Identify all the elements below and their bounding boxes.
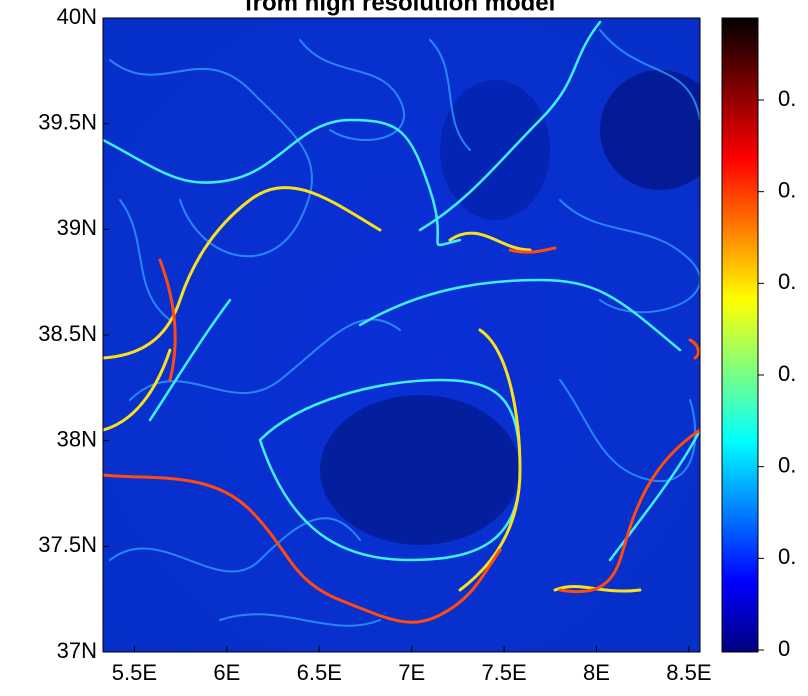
colorbar-label: 0.: [778, 177, 796, 202]
chart-title: from high resolution model: [245, 0, 556, 16]
y-tick-label: 38.5N: [38, 321, 97, 346]
filaments: [103, 186, 642, 593]
x-tick-label: 5.5E: [112, 660, 157, 685]
x-tick-label: 7E: [398, 660, 425, 685]
x-tick-label: 6.5E: [297, 660, 342, 685]
x-tick-label: 6E: [213, 660, 240, 685]
eddy: [600, 70, 700, 190]
x-tick-label: 8.5E: [666, 660, 711, 685]
colorbar-label: 0.: [778, 361, 796, 386]
eddy: [440, 80, 550, 220]
colorbar-label: 0.: [778, 86, 796, 111]
colorbar-label: 0.: [778, 269, 796, 294]
y-tick-label: 40N: [57, 4, 97, 29]
colorbar-label: 0: [778, 636, 790, 661]
filaments: [103, 246, 700, 624]
y-tick-label: 37N: [57, 638, 97, 663]
y-tick-label: 37.5N: [38, 532, 97, 557]
field: [103, 18, 700, 652]
axes: 5.5E 6E 6.5E 7E 7.5E 8E 8.5E 37N 37.5N 38N 38.5N 39…: [38, 4, 711, 685]
y-tick-label: 39.5N: [38, 109, 97, 134]
colorbar: [721, 17, 759, 653]
x-tick-label: 7.5E: [481, 660, 526, 685]
colorbar-label: 0.: [778, 544, 796, 569]
y-tick-label: 38N: [57, 426, 97, 451]
y-tick-label: 39N: [57, 215, 97, 240]
eddy: [320, 395, 520, 545]
x-tick-label: 8E: [583, 660, 610, 685]
colorbar-label: 0.: [778, 452, 796, 477]
